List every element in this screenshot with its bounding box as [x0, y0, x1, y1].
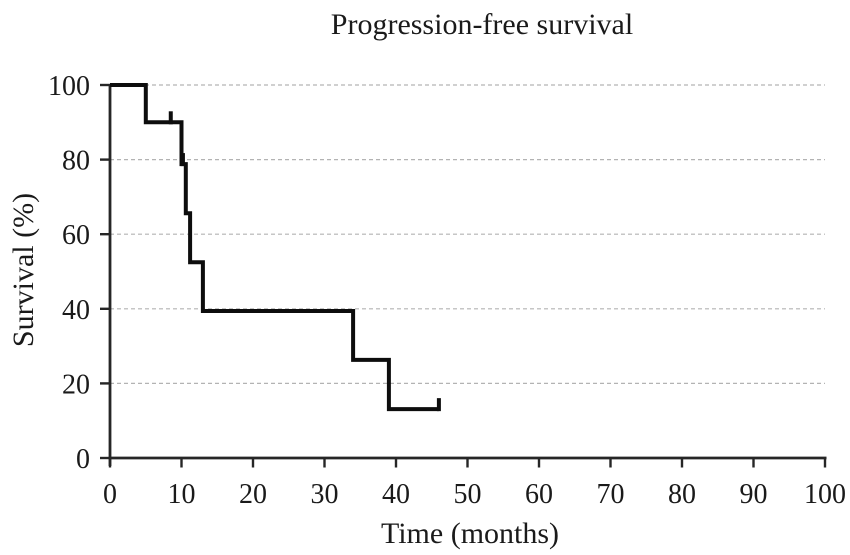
x-tick-label-70: 70 [597, 479, 625, 510]
y-tick-label-0: 0 [76, 444, 90, 475]
y-tick-label-60: 60 [62, 220, 90, 251]
survival-curve [110, 83, 439, 412]
y-tick-label-20: 20 [62, 369, 90, 400]
x-tick-label-50: 50 [454, 479, 482, 510]
chart-title: Progression-free survival [331, 8, 633, 41]
x-tick-label-10: 10 [168, 479, 196, 510]
x-tick-label-60: 60 [525, 479, 553, 510]
y-tick-label-40: 40 [62, 295, 90, 326]
x-tick-label-40: 40 [382, 479, 410, 510]
x-tick-label-80: 80 [668, 479, 696, 510]
y-axis-label: Survival (%) [7, 193, 40, 347]
plot-area: 0 20 40 60 80 100 0 10 20 30 40 50 60 70 80 90 100 [48, 71, 846, 510]
x-tick-label-0: 0 [103, 479, 117, 510]
x-tick-label-90: 90 [740, 479, 768, 510]
x-tick-label-30: 30 [311, 479, 339, 510]
x-tick-label-100: 100 [804, 479, 846, 510]
x-axis-label: Time (months) [381, 517, 559, 550]
x-tick-label-20: 20 [239, 479, 267, 510]
y-tick-label-100: 100 [48, 71, 90, 102]
y-tick-label-80: 80 [62, 146, 90, 177]
